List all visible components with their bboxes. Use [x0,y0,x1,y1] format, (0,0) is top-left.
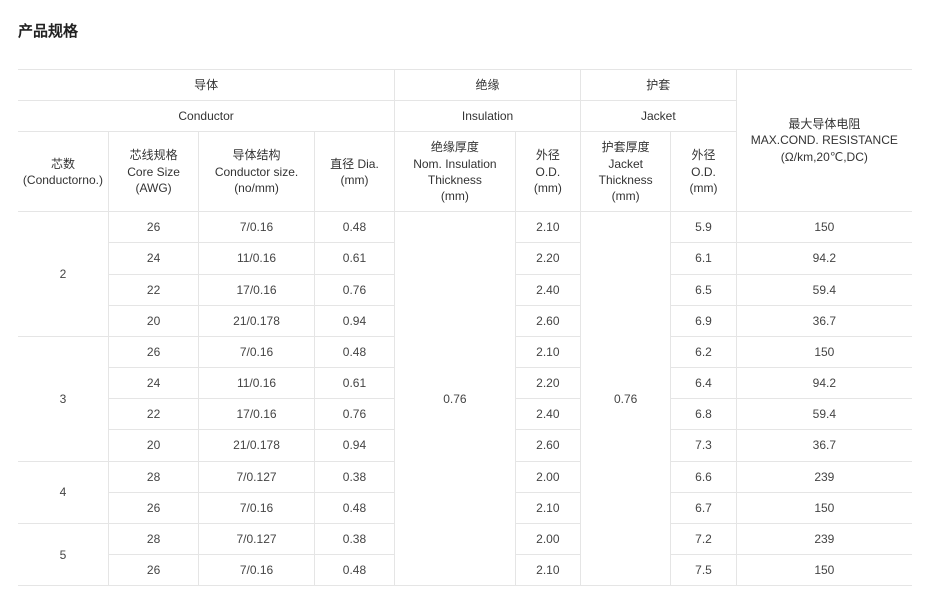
cell-cond-size: 7/0.16 [199,555,315,586]
cell-dia: 0.48 [314,336,394,367]
cell-od1: 2.60 [515,430,580,461]
cell-resistance: 94.2 [736,243,912,274]
cell-resistance: 36.7 [736,305,912,336]
cell-awg: 22 [108,274,198,305]
cell-od2: 6.9 [671,305,736,336]
cell-cond-size: 21/0.178 [199,430,315,461]
cell-dia: 0.38 [314,524,394,555]
cell-awg: 20 [108,430,198,461]
cell-resistance: 150 [736,555,912,586]
cell-od1: 2.10 [515,555,580,586]
cell-awg: 28 [108,524,198,555]
cell-od1: 2.10 [515,492,580,523]
cell-core-no: 4 [18,461,108,523]
cell-resistance: 239 [736,461,912,492]
cell-resistance: 59.4 [736,274,912,305]
cell-resistance: 36.7 [736,430,912,461]
cell-od1: 2.10 [515,212,580,243]
th-group-insulation-en: Insulation [395,101,581,132]
th-core-size: 芯线规格 Core Size (AWG) [108,132,198,212]
cell-od1: 2.60 [515,305,580,336]
th-od1: 外径 O.D. (mm) [515,132,580,212]
th-jacket-thick: 护套厚度 Jacket Thickness (mm) [580,132,670,212]
cell-dia: 0.48 [314,492,394,523]
cell-od1: 2.10 [515,336,580,367]
cell-resistance: 59.4 [736,399,912,430]
page-title: 产品规格 [18,20,912,41]
cell-cond-size: 11/0.16 [199,368,315,399]
th-dia: 直径 Dia. (mm) [314,132,394,212]
cell-dia: 0.48 [314,555,394,586]
cell-cond-size: 17/0.16 [199,274,315,305]
cell-od2: 6.4 [671,368,736,399]
cell-od1: 2.20 [515,243,580,274]
cell-cond-size: 7/0.16 [199,212,315,243]
cell-awg: 26 [108,336,198,367]
cell-od2: 5.9 [671,212,736,243]
cell-cond-size: 21/0.178 [199,305,315,336]
cell-od1: 2.40 [515,399,580,430]
th-group-jacket-zh: 护套 [580,70,736,101]
th-group-conductor-zh: 导体 [18,70,395,101]
th-group-jacket-en: Jacket [580,101,736,132]
cell-dia: 0.76 [314,399,394,430]
cell-jacket-thick: 0.76 [580,212,670,586]
cell-od2: 7.2 [671,524,736,555]
cell-cond-size: 7/0.127 [199,461,315,492]
cell-awg: 26 [108,212,198,243]
cell-core-no: 3 [18,336,108,461]
cell-awg: 24 [108,243,198,274]
cell-od1: 2.40 [515,274,580,305]
cell-cond-size: 11/0.16 [199,243,315,274]
spec-table-body: 2267/0.160.480.762.100.765.91502411/0.16… [18,212,912,586]
cell-cond-size: 7/0.16 [199,492,315,523]
spec-table: 导体 绝缘 护套 最大导体电阻 MAX.COND. RESISTANCE (Ω/… [18,69,912,586]
cell-ins-thick: 0.76 [395,212,516,586]
cell-od2: 6.7 [671,492,736,523]
cell-od1: 2.00 [515,524,580,555]
cell-dia: 0.48 [314,212,394,243]
cell-dia: 0.94 [314,305,394,336]
cell-cond-size: 7/0.16 [199,336,315,367]
cell-resistance: 239 [736,524,912,555]
cell-od2: 6.5 [671,274,736,305]
th-core-no: 芯数 (Conductorno.) [18,132,108,212]
cell-awg: 26 [108,492,198,523]
cell-awg: 28 [108,461,198,492]
cell-resistance: 94.2 [736,368,912,399]
cell-od2: 6.1 [671,243,736,274]
cell-awg: 26 [108,555,198,586]
cell-resistance: 150 [736,336,912,367]
th-cond-size: 导体结构 Conductor size. (no/mm) [199,132,315,212]
th-group-insulation-zh: 绝缘 [395,70,581,101]
cell-dia: 0.76 [314,274,394,305]
cell-resistance: 150 [736,492,912,523]
cell-dia: 0.61 [314,368,394,399]
cell-cond-size: 7/0.127 [199,524,315,555]
cell-od2: 7.3 [671,430,736,461]
th-resistance: 最大导体电阻 MAX.COND. RESISTANCE (Ω/km,20℃,DC… [736,70,912,212]
cell-od1: 2.20 [515,368,580,399]
cell-dia: 0.61 [314,243,394,274]
cell-od2: 6.6 [671,461,736,492]
cell-od2: 7.5 [671,555,736,586]
cell-awg: 22 [108,399,198,430]
cell-od2: 6.2 [671,336,736,367]
table-row: 2267/0.160.480.762.100.765.9150 [18,212,912,243]
cell-awg: 24 [108,368,198,399]
cell-dia: 0.38 [314,461,394,492]
cell-core-no: 5 [18,524,108,586]
cell-dia: 0.94 [314,430,394,461]
th-ins-thick: 绝缘厚度 Nom. Insulation Thickness (mm) [395,132,516,212]
cell-core-no: 2 [18,212,108,337]
cell-cond-size: 17/0.16 [199,399,315,430]
cell-awg: 20 [108,305,198,336]
cell-resistance: 150 [736,212,912,243]
cell-od1: 2.00 [515,461,580,492]
cell-od2: 6.8 [671,399,736,430]
th-group-conductor-en: Conductor [18,101,395,132]
th-od2: 外径 O.D. (mm) [671,132,736,212]
